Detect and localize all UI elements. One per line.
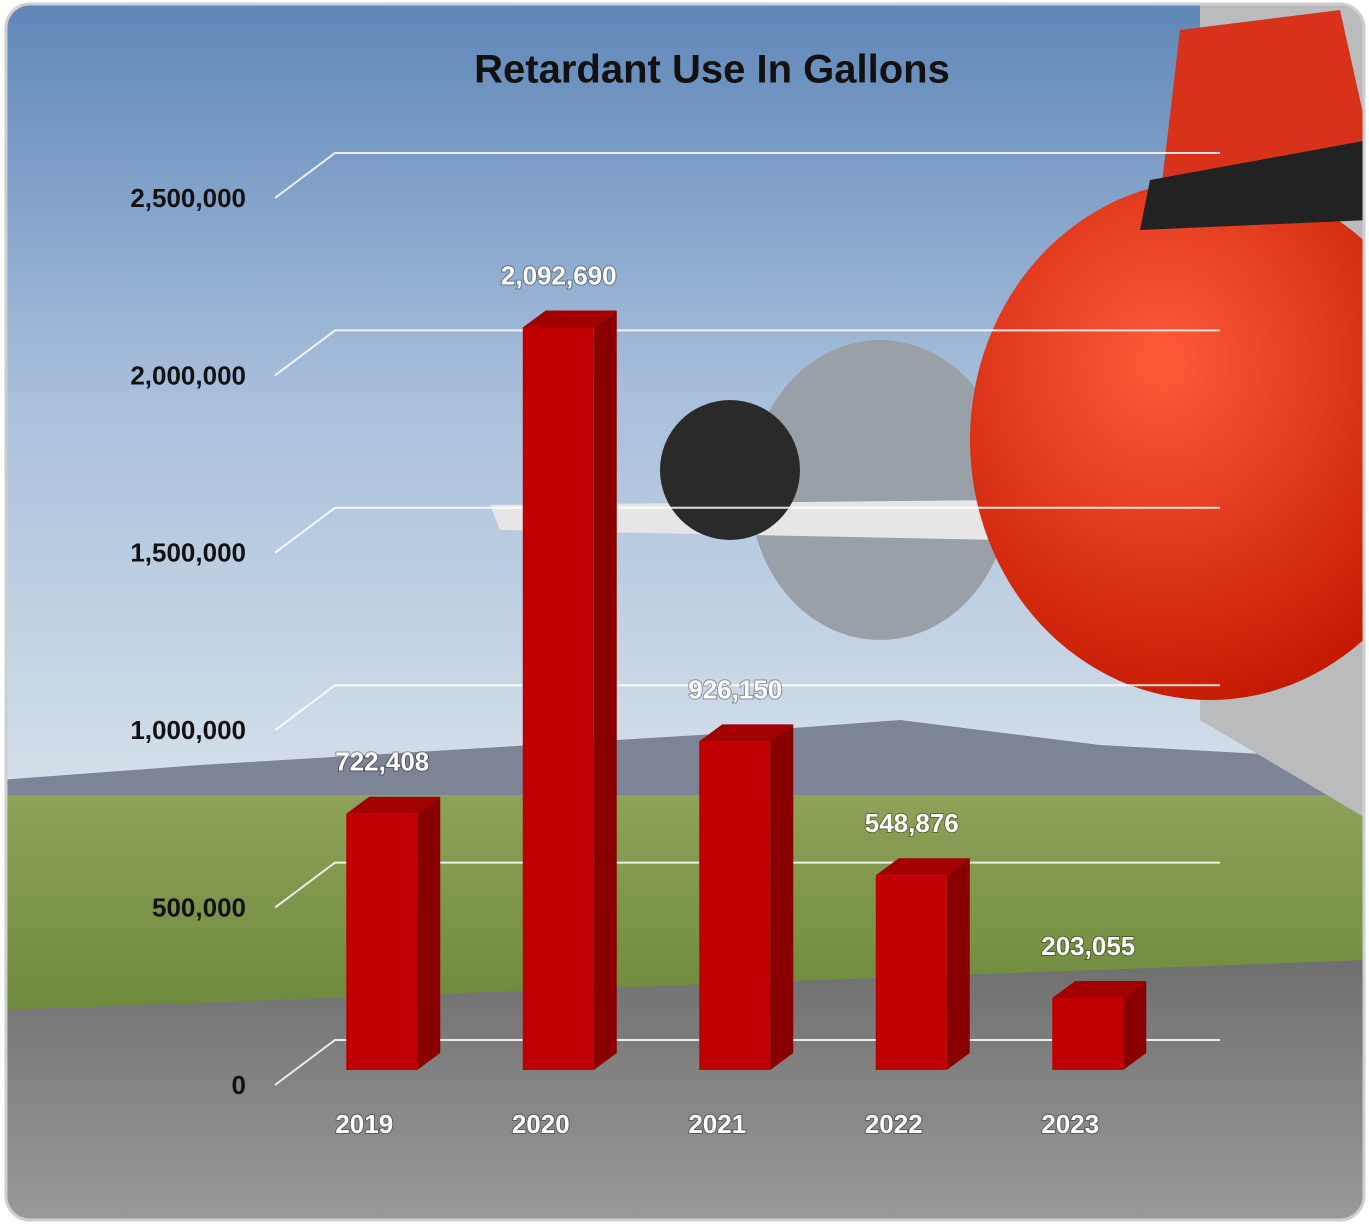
x-tick-label: 2022 xyxy=(865,1109,923,1139)
grid-line xyxy=(274,684,1220,732)
bar-side xyxy=(1123,980,1147,1070)
y-tick-label: 0 xyxy=(232,1070,246,1100)
bar-side xyxy=(593,310,617,1071)
bar-front xyxy=(699,741,771,1070)
value-label: 2,092,690 xyxy=(501,260,617,290)
chart-title: Retardant Use In Gallons xyxy=(474,48,950,92)
x-tick-label: 2019 xyxy=(335,1109,393,1139)
value-label: 722,408 xyxy=(335,747,429,777)
bar-front xyxy=(875,875,947,1070)
y-tick-label: 2,500,000 xyxy=(130,183,246,213)
bar-top xyxy=(522,310,617,328)
value-label: 203,055 xyxy=(1041,931,1135,961)
bar-front xyxy=(346,813,418,1070)
x-tick-label: 2023 xyxy=(1041,1109,1099,1139)
y-tick-label: 1,500,000 xyxy=(130,538,246,568)
bar xyxy=(346,796,441,1070)
x-tick-label: 2021 xyxy=(688,1109,746,1139)
bar-side xyxy=(946,858,970,1070)
bar xyxy=(1052,980,1147,1070)
bar-top xyxy=(699,724,794,742)
y-tick-label: 500,000 xyxy=(152,892,246,922)
bar-top xyxy=(1052,980,1147,998)
frame xyxy=(4,2,1366,1222)
grid-line xyxy=(274,329,1220,377)
bar-front xyxy=(522,327,594,1071)
bar xyxy=(522,310,617,1071)
bar-front xyxy=(1052,997,1124,1070)
value-label: 926,150 xyxy=(688,674,782,704)
grid-line xyxy=(274,152,1220,199)
y-tick-label: 2,000,000 xyxy=(130,360,246,390)
grid-line xyxy=(274,506,1220,554)
bar-top xyxy=(875,858,970,876)
bar xyxy=(875,858,970,1070)
bar-side xyxy=(417,796,441,1070)
bar xyxy=(699,724,794,1070)
bar-top xyxy=(346,796,441,814)
y-tick-label: 1,000,000 xyxy=(130,715,246,745)
value-label: 548,876 xyxy=(865,808,959,838)
x-tick-label: 2020 xyxy=(512,1109,570,1139)
bar-side xyxy=(770,724,794,1070)
